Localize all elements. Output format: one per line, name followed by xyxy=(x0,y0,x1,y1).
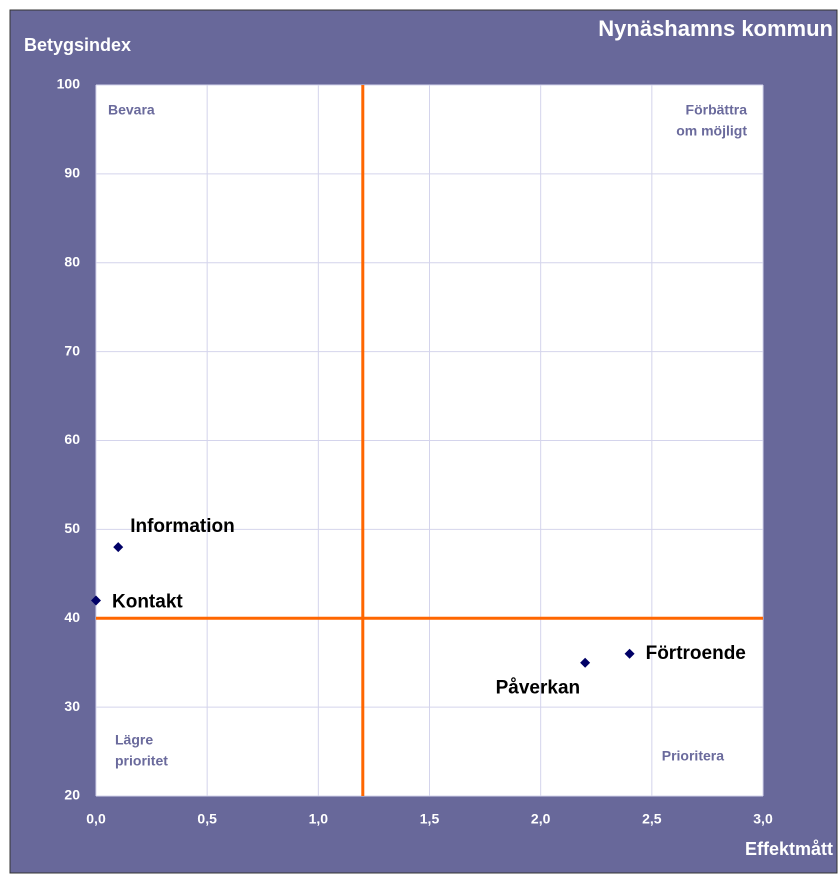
y-tick-label: 100 xyxy=(57,76,81,92)
x-tick-label: 0,5 xyxy=(197,811,217,827)
y-tick-label: 80 xyxy=(64,253,80,269)
quadrant-label: om möjligt xyxy=(676,123,747,139)
y-axis-label: Betygsindex xyxy=(24,35,131,55)
quadrant-label: prioritet xyxy=(115,753,168,769)
x-axis-label: Effektmått xyxy=(745,839,833,859)
quadrant-label: Förbättra xyxy=(686,102,748,118)
y-tick-label: 20 xyxy=(64,787,80,803)
point xyxy=(624,648,635,659)
point xyxy=(113,542,124,553)
x-tick-label: 0,0 xyxy=(86,811,106,827)
y-tick-label: 30 xyxy=(64,698,80,714)
x-tick-label: 1,5 xyxy=(420,811,440,827)
chart-title: Nynäshamns kommun xyxy=(598,16,833,41)
y-tick-label: 40 xyxy=(64,609,80,625)
y-tick-label: 60 xyxy=(64,431,80,447)
quadrant-label: Lägre xyxy=(115,732,153,748)
y-tick-label: 50 xyxy=(64,520,80,536)
y-tick-label: 70 xyxy=(64,342,80,358)
y-tick-label: 90 xyxy=(64,165,80,181)
quadrant-label: Bevara xyxy=(108,102,155,118)
x-tick-label: 2,5 xyxy=(642,811,662,827)
x-tick-label: 1,0 xyxy=(309,811,329,827)
point-label: Förtroende xyxy=(646,643,746,664)
x-tick-label: 2,0 xyxy=(531,811,551,827)
point-label: Kontakt xyxy=(112,591,183,612)
point-label: Information xyxy=(130,516,235,537)
quadrant-label: Prioritera xyxy=(662,748,724,764)
x-tick-label: 3,0 xyxy=(753,811,773,827)
point xyxy=(580,657,591,668)
point-label: Påverkan xyxy=(496,678,581,699)
point xyxy=(91,595,101,606)
